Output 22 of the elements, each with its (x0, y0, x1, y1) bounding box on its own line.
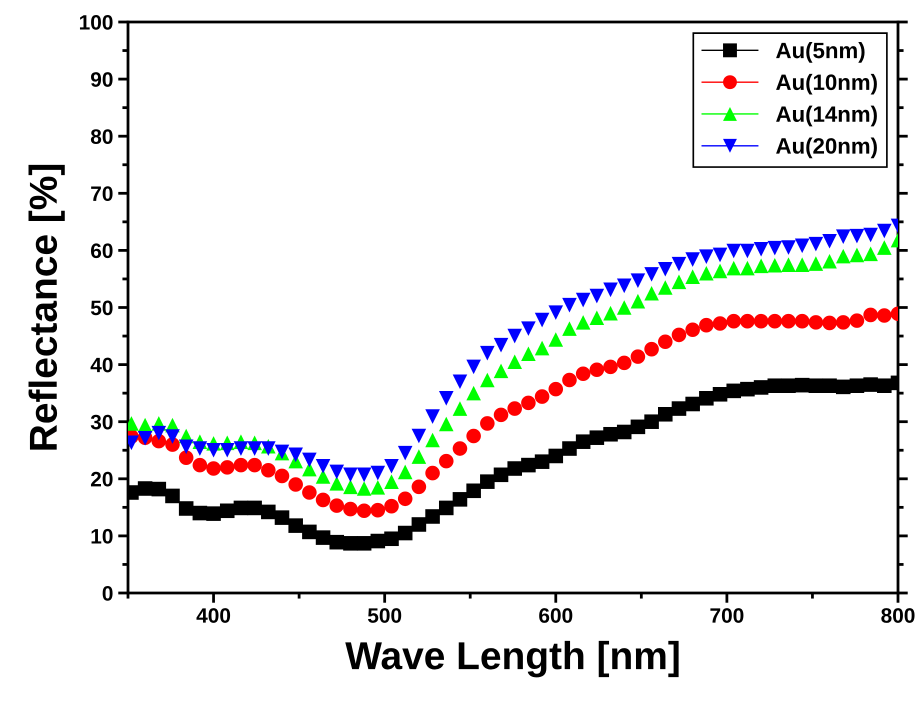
legend-label: Au(5nm) (776, 42, 865, 63)
x-tick-label: 800 (881, 608, 915, 623)
y-tick-label: 80 (90, 129, 113, 144)
y-tick-label: 0 (102, 586, 113, 601)
y-tick-label: 100 (80, 15, 113, 30)
y-tick-label: 40 (90, 358, 113, 372)
x-axis-title: Wave Length [nm] (345, 640, 679, 678)
legend-label: Au(10nm) (776, 74, 877, 95)
y-tick-label: 10 (92, 528, 113, 544)
y-tick-label: 90 (90, 72, 113, 87)
y-axis-title: Reflectance [%] (28, 164, 65, 450)
legend-label: Au(20nm) (776, 137, 877, 158)
x-tick-label: 700 (710, 608, 744, 623)
y-tick-label: 70 (91, 186, 113, 202)
y-tick-label: 50 (90, 300, 113, 316)
y-tick-label: 20 (90, 472, 113, 487)
x-tick-label: 500 (368, 608, 402, 623)
legend-label: Au(14nm) (776, 106, 877, 126)
x-tick-label: 400 (196, 608, 230, 623)
y-tick-label: 60 (91, 243, 113, 258)
y-tick-label: 30 (90, 414, 113, 430)
x-tick-label: 600 (539, 608, 572, 623)
